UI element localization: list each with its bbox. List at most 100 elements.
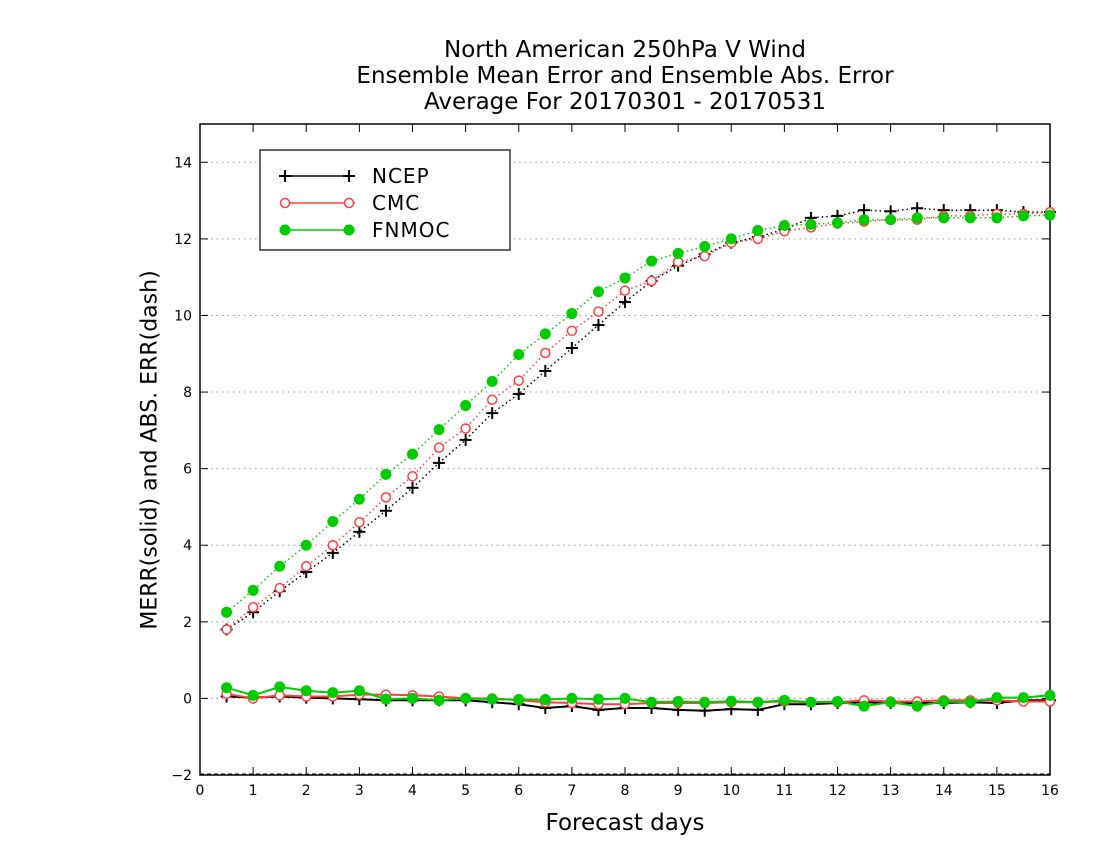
data-point-filled-circle [885, 214, 897, 226]
data-point-filled-circle [672, 247, 684, 259]
data-point-open-circle [699, 250, 710, 262]
data-point-open-circle [301, 561, 312, 572]
x-tick-label: 4 [408, 783, 417, 799]
data-point-filled-circle [964, 696, 976, 708]
x-tick-label: 0 [196, 783, 205, 799]
data-point-filled-circle [592, 693, 604, 705]
data-point-filled-circle [353, 493, 365, 505]
data-point-filled-circle [699, 241, 711, 253]
data-point-filled-circle [407, 448, 418, 460]
data-point-filled-circle [247, 689, 259, 701]
data-point-plus [343, 170, 355, 182]
series-line [226, 207, 1050, 631]
data-point-filled-circle [991, 212, 1003, 224]
data-point-plus [459, 433, 472, 446]
x-tick-label: 1 [249, 783, 258, 799]
data-point-filled-circle [486, 375, 498, 387]
x-tick-label: 11 [775, 783, 793, 799]
legend: NCEP CMC FNMOC [259, 149, 511, 251]
data-point-filled-circle [460, 399, 472, 411]
data-point-open-circle [593, 306, 604, 317]
data-point-filled-circle [300, 685, 312, 697]
series-fnmoc-abs-err [221, 209, 1056, 618]
data-point-filled-circle [752, 696, 764, 708]
data-point-open-circle [433, 442, 445, 453]
data-point-filled-circle [279, 224, 291, 236]
x-tick-label: 8 [621, 783, 630, 799]
x-tick-label: 2 [302, 783, 311, 799]
data-point-open-circle [327, 539, 339, 551]
series-line [226, 211, 1051, 631]
data-point-filled-circle [300, 539, 312, 551]
data-point-filled-circle [1044, 689, 1056, 701]
y-tick-label: −2 [171, 768, 192, 784]
data-point-filled-circle [513, 694, 525, 706]
data-point-plus [406, 481, 419, 494]
data-point-filled-circle [486, 693, 498, 705]
data-point-plus [565, 342, 578, 355]
data-point-filled-circle [407, 692, 418, 704]
data-point-plus [512, 387, 525, 400]
data-point-open-circle [380, 492, 392, 503]
data-point-filled-circle [380, 468, 392, 480]
data-point-filled-circle [619, 272, 631, 284]
data-point-plus [379, 504, 392, 517]
data-point-filled-circle [885, 696, 897, 708]
data-point-open-circle [460, 423, 471, 434]
data-point-open-circle [247, 602, 259, 613]
legend-label-cmc: CMC [372, 191, 420, 215]
series-line [226, 214, 1051, 613]
data-point-open-circle [513, 375, 524, 386]
series-ncep-abs-err [220, 202, 1056, 636]
x-tick-label: 16 [1041, 783, 1059, 799]
data-point-filled-circle [964, 212, 976, 224]
y-tick-label: 4 [183, 538, 192, 554]
data-point-filled-circle [858, 214, 870, 226]
chart-title-line-2: Ensemble Mean Error and Ensemble Abs. Er… [356, 63, 894, 89]
x-axis-label: Forecast days [545, 810, 705, 836]
x-tick-label: 10 [722, 783, 740, 799]
x-tick-label: 5 [461, 783, 470, 799]
data-point-filled-circle [832, 695, 843, 707]
y-axis-label: MERR(solid) and ABS. ERR(dash) [137, 270, 163, 630]
chart-title-line-1: North American 250hPa V Wind [444, 37, 806, 63]
data-point-plus [911, 202, 924, 215]
data-point-filled-circle [752, 224, 764, 236]
data-point-filled-circle [566, 692, 578, 704]
series-fnmoc-mean-err [221, 681, 1056, 712]
data-point-filled-circle [539, 328, 551, 340]
legend-label-ncep: NCEP [372, 164, 430, 188]
data-point-filled-circle [911, 212, 923, 224]
data-point-filled-circle [433, 694, 445, 706]
data-point-filled-circle [938, 212, 950, 224]
x-tick-label: 3 [355, 783, 364, 799]
data-point-open-circle [619, 285, 631, 296]
data-point-open-circle [221, 624, 232, 635]
data-point-filled-circle [1017, 210, 1029, 222]
legend-box [259, 149, 511, 251]
data-point-filled-circle [858, 700, 870, 712]
series-cmc-abs-err [221, 206, 1056, 635]
y-tick-label: 10 [174, 308, 192, 324]
legend-label-fnmoc: FNMOC [372, 218, 450, 242]
x-tick-label: 7 [567, 783, 576, 799]
data-point-filled-circle [460, 692, 472, 704]
x-tick-label: 6 [514, 783, 523, 799]
data-point-open-circle [540, 347, 551, 359]
data-point-filled-circle [513, 349, 525, 361]
data-point-plus [279, 170, 291, 182]
data-point-open-circle [354, 517, 365, 528]
data-point-plus [619, 296, 631, 309]
data-point-filled-circle [1044, 209, 1056, 221]
x-tick-label: 13 [882, 783, 900, 799]
data-point-filled-circle [725, 233, 737, 245]
data-point-open-circle [486, 394, 498, 405]
data-point-filled-circle [353, 685, 365, 697]
data-point-plus [592, 319, 605, 332]
data-point-filled-circle [1017, 692, 1029, 704]
data-point-filled-circle [592, 286, 604, 298]
data-point-plus [433, 456, 446, 469]
x-tick-label: 15 [988, 783, 1006, 799]
data-point-filled-circle [247, 584, 259, 596]
